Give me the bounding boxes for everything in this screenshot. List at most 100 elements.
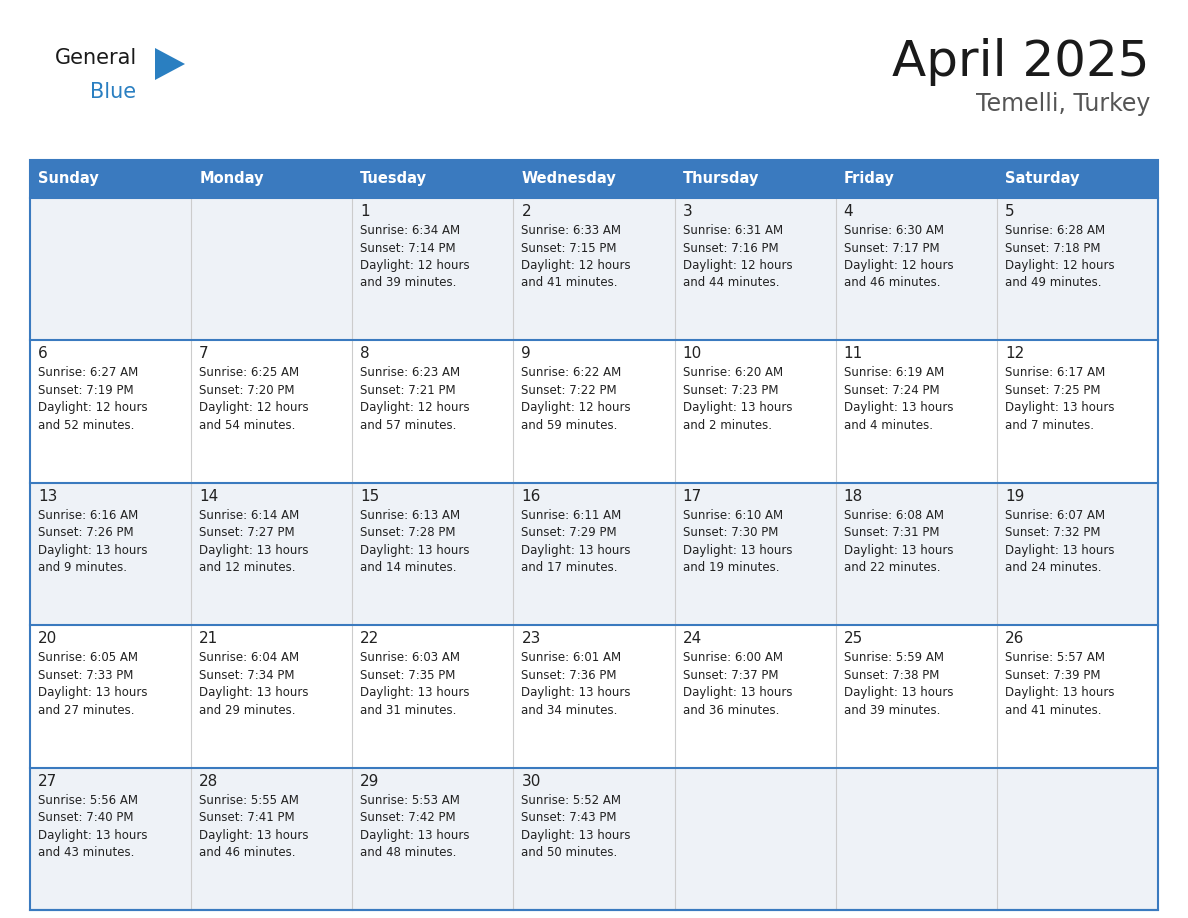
Text: and 39 minutes.: and 39 minutes. xyxy=(360,276,456,289)
Text: 26: 26 xyxy=(1005,632,1024,646)
Text: Sunrise: 6:30 AM: Sunrise: 6:30 AM xyxy=(843,224,943,237)
Text: Daylight: 13 hours: Daylight: 13 hours xyxy=(843,543,953,557)
Text: Sunset: 7:14 PM: Sunset: 7:14 PM xyxy=(360,241,456,254)
Text: Daylight: 13 hours: Daylight: 13 hours xyxy=(683,686,792,700)
Text: Sunrise: 6:23 AM: Sunrise: 6:23 AM xyxy=(360,366,461,379)
Text: 24: 24 xyxy=(683,632,702,646)
Text: and 41 minutes.: and 41 minutes. xyxy=(1005,704,1101,717)
Text: Sunrise: 6:34 AM: Sunrise: 6:34 AM xyxy=(360,224,461,237)
Text: Sunset: 7:22 PM: Sunset: 7:22 PM xyxy=(522,384,617,397)
Text: Blue: Blue xyxy=(90,82,137,102)
Text: Sunrise: 5:52 AM: Sunrise: 5:52 AM xyxy=(522,793,621,807)
Text: 23: 23 xyxy=(522,632,541,646)
Text: and 4 minutes.: and 4 minutes. xyxy=(843,419,933,431)
Text: Daylight: 13 hours: Daylight: 13 hours xyxy=(522,543,631,557)
Bar xyxy=(835,160,997,198)
Text: Sunset: 7:20 PM: Sunset: 7:20 PM xyxy=(200,384,295,397)
Text: 13: 13 xyxy=(38,488,57,504)
Text: Saturday: Saturday xyxy=(1005,172,1080,186)
Text: Sunrise: 6:27 AM: Sunrise: 6:27 AM xyxy=(38,366,138,379)
Text: Sunday: Sunday xyxy=(38,172,99,186)
Text: Sunset: 7:30 PM: Sunset: 7:30 PM xyxy=(683,526,778,539)
Text: and 19 minutes.: and 19 minutes. xyxy=(683,561,779,575)
Text: Sunset: 7:37 PM: Sunset: 7:37 PM xyxy=(683,668,778,682)
Bar xyxy=(30,160,1158,910)
Text: Daylight: 13 hours: Daylight: 13 hours xyxy=(522,829,631,842)
Text: Daylight: 13 hours: Daylight: 13 hours xyxy=(1005,686,1114,700)
Text: Sunset: 7:27 PM: Sunset: 7:27 PM xyxy=(200,526,295,539)
Text: Sunset: 7:24 PM: Sunset: 7:24 PM xyxy=(843,384,940,397)
Text: Sunrise: 6:03 AM: Sunrise: 6:03 AM xyxy=(360,651,460,665)
Text: Sunset: 7:39 PM: Sunset: 7:39 PM xyxy=(1005,668,1100,682)
Text: 25: 25 xyxy=(843,632,862,646)
Text: and 7 minutes.: and 7 minutes. xyxy=(1005,419,1094,431)
Text: Sunset: 7:26 PM: Sunset: 7:26 PM xyxy=(38,526,133,539)
Text: Daylight: 12 hours: Daylight: 12 hours xyxy=(843,259,953,272)
Bar xyxy=(30,625,1158,767)
Text: Daylight: 13 hours: Daylight: 13 hours xyxy=(1005,543,1114,557)
Text: Sunrise: 5:53 AM: Sunrise: 5:53 AM xyxy=(360,793,460,807)
Text: Sunrise: 6:01 AM: Sunrise: 6:01 AM xyxy=(522,651,621,665)
Text: 6: 6 xyxy=(38,346,48,362)
Polygon shape xyxy=(154,48,185,80)
Text: 12: 12 xyxy=(1005,346,1024,362)
Bar xyxy=(997,160,1158,198)
Text: Sunrise: 6:31 AM: Sunrise: 6:31 AM xyxy=(683,224,783,237)
Text: Sunset: 7:40 PM: Sunset: 7:40 PM xyxy=(38,812,133,824)
Text: 15: 15 xyxy=(360,488,379,504)
Text: 11: 11 xyxy=(843,346,862,362)
Text: and 9 minutes.: and 9 minutes. xyxy=(38,561,127,575)
Text: Sunset: 7:34 PM: Sunset: 7:34 PM xyxy=(200,668,295,682)
Text: General: General xyxy=(55,48,138,68)
Text: 3: 3 xyxy=(683,204,693,219)
Text: Sunrise: 6:25 AM: Sunrise: 6:25 AM xyxy=(200,366,299,379)
Text: 21: 21 xyxy=(200,632,219,646)
Text: 4: 4 xyxy=(843,204,853,219)
Text: Sunrise: 6:28 AM: Sunrise: 6:28 AM xyxy=(1005,224,1105,237)
Text: Sunrise: 6:22 AM: Sunrise: 6:22 AM xyxy=(522,366,621,379)
Text: Sunrise: 6:19 AM: Sunrise: 6:19 AM xyxy=(843,366,944,379)
Text: 29: 29 xyxy=(360,774,380,789)
Text: Daylight: 13 hours: Daylight: 13 hours xyxy=(1005,401,1114,414)
Text: 14: 14 xyxy=(200,488,219,504)
Text: Sunset: 7:16 PM: Sunset: 7:16 PM xyxy=(683,241,778,254)
Text: Wednesday: Wednesday xyxy=(522,172,617,186)
Text: Daylight: 12 hours: Daylight: 12 hours xyxy=(360,259,470,272)
Text: Daylight: 13 hours: Daylight: 13 hours xyxy=(200,829,309,842)
Text: Daylight: 13 hours: Daylight: 13 hours xyxy=(200,543,309,557)
Text: Sunset: 7:17 PM: Sunset: 7:17 PM xyxy=(843,241,940,254)
Text: Sunset: 7:28 PM: Sunset: 7:28 PM xyxy=(360,526,456,539)
Bar xyxy=(30,483,1158,625)
Text: Sunrise: 6:11 AM: Sunrise: 6:11 AM xyxy=(522,509,621,521)
Text: Daylight: 12 hours: Daylight: 12 hours xyxy=(200,401,309,414)
Text: Sunset: 7:21 PM: Sunset: 7:21 PM xyxy=(360,384,456,397)
Text: Daylight: 13 hours: Daylight: 13 hours xyxy=(683,543,792,557)
Bar xyxy=(30,341,1158,483)
Text: April 2025: April 2025 xyxy=(892,38,1150,86)
Text: 22: 22 xyxy=(360,632,379,646)
Text: 19: 19 xyxy=(1005,488,1024,504)
Text: and 44 minutes.: and 44 minutes. xyxy=(683,276,779,289)
Text: Sunrise: 5:55 AM: Sunrise: 5:55 AM xyxy=(200,793,299,807)
Text: 20: 20 xyxy=(38,632,57,646)
Text: and 22 minutes.: and 22 minutes. xyxy=(843,561,940,575)
Text: and 41 minutes.: and 41 minutes. xyxy=(522,276,618,289)
Text: Daylight: 12 hours: Daylight: 12 hours xyxy=(683,259,792,272)
Text: Sunset: 7:25 PM: Sunset: 7:25 PM xyxy=(1005,384,1100,397)
Text: Sunset: 7:33 PM: Sunset: 7:33 PM xyxy=(38,668,133,682)
Text: and 54 minutes.: and 54 minutes. xyxy=(200,419,296,431)
Text: Sunrise: 6:08 AM: Sunrise: 6:08 AM xyxy=(843,509,943,521)
Text: and 48 minutes.: and 48 minutes. xyxy=(360,846,456,859)
Bar xyxy=(30,198,1158,341)
Text: Daylight: 13 hours: Daylight: 13 hours xyxy=(38,686,147,700)
Text: Sunset: 7:43 PM: Sunset: 7:43 PM xyxy=(522,812,617,824)
Text: Sunrise: 6:20 AM: Sunrise: 6:20 AM xyxy=(683,366,783,379)
Text: Sunset: 7:41 PM: Sunset: 7:41 PM xyxy=(200,812,295,824)
Text: 17: 17 xyxy=(683,488,702,504)
Text: Sunrise: 6:33 AM: Sunrise: 6:33 AM xyxy=(522,224,621,237)
Text: 30: 30 xyxy=(522,774,541,789)
Text: Sunset: 7:31 PM: Sunset: 7:31 PM xyxy=(843,526,940,539)
Text: Daylight: 13 hours: Daylight: 13 hours xyxy=(843,401,953,414)
Text: 8: 8 xyxy=(360,346,369,362)
Text: and 24 minutes.: and 24 minutes. xyxy=(1005,561,1101,575)
